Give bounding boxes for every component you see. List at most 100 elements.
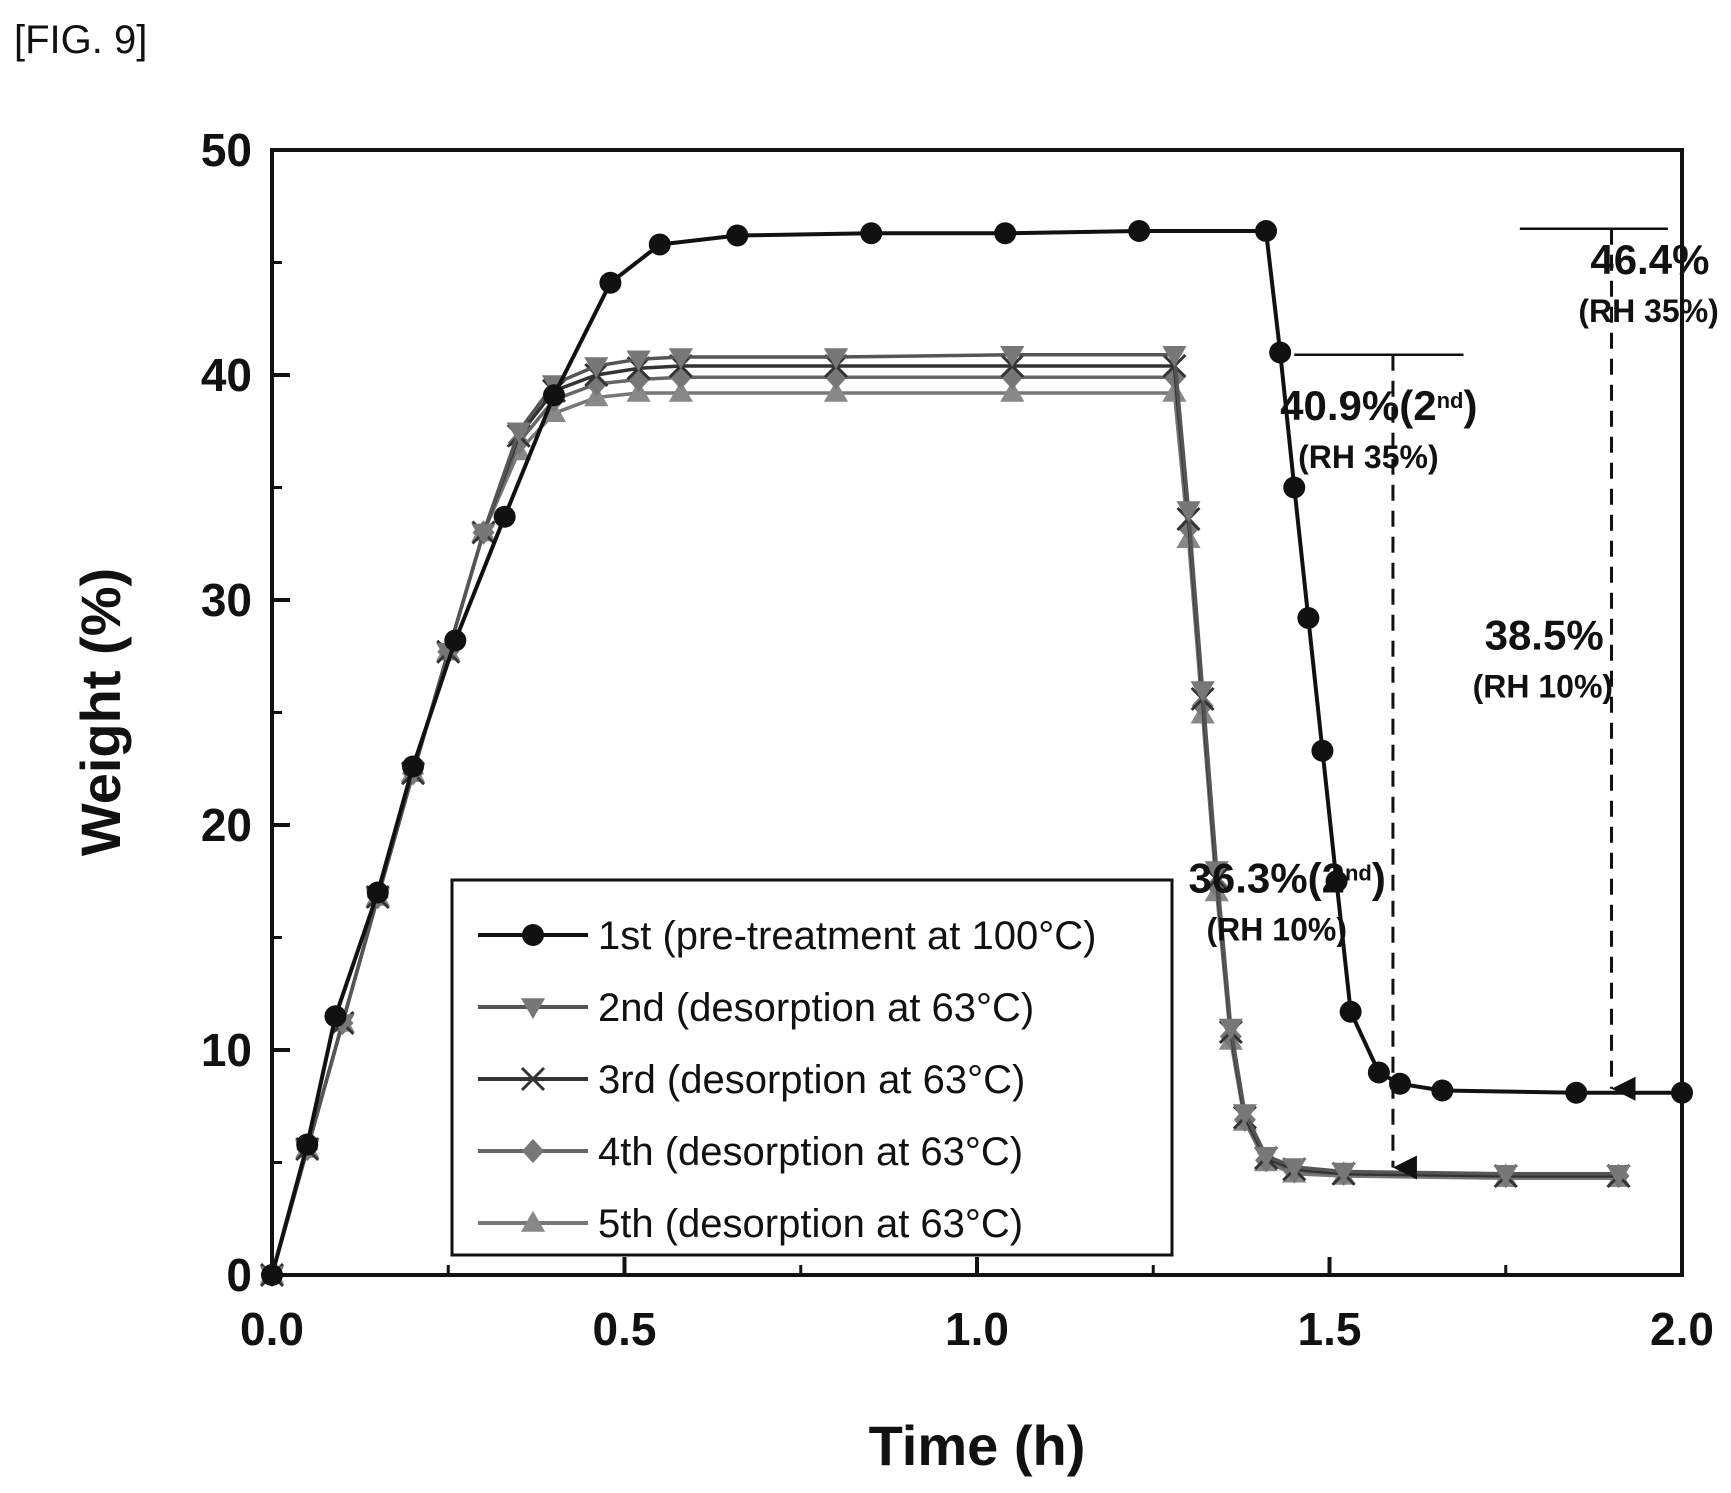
data-point	[444, 629, 467, 652]
x-axis-title: Time (h)	[869, 1414, 1086, 1477]
legend-label: 5th (desorption at 63°C)	[598, 1202, 1023, 1246]
data-point	[1311, 739, 1334, 762]
x-tick-label: 1.5	[1298, 1303, 1362, 1355]
annotation-value-text: 46.4%	[1590, 236, 1709, 283]
data-point	[584, 357, 609, 379]
annotation-3: 38.5% (RH 10%)	[1473, 612, 1613, 705]
annotation-value-text: 40.9%(2	[1280, 382, 1436, 429]
y-tick-label: 0	[226, 1249, 252, 1301]
data-point	[520, 1210, 546, 1232]
data-point	[1204, 861, 1229, 883]
series-layer	[259, 220, 1693, 1288]
annotation-1: 46.4% (RH 35%)	[1519, 227, 1719, 1101]
x-tick-label: 0.0	[240, 1303, 304, 1355]
data-point	[493, 505, 516, 528]
data-point	[1253, 1146, 1279, 1168]
legend-frame	[450, 878, 1174, 1257]
data-point	[296, 1133, 319, 1156]
data-point	[1297, 607, 1320, 629]
data-point	[599, 271, 622, 294]
y-tick-label: 10	[201, 1024, 252, 1076]
data-point	[823, 348, 849, 370]
data-point	[726, 224, 749, 247]
annotation-value-text: 36.3%(2	[1189, 855, 1345, 902]
data-point	[860, 222, 883, 245]
x-tick-label: 1.0	[945, 1303, 1009, 1355]
annotation-condition: (RH 10%)	[1473, 669, 1613, 705]
data-point	[823, 380, 849, 402]
data-point	[1606, 1164, 1631, 1186]
data-point	[994, 222, 1017, 245]
data-point	[1000, 380, 1025, 402]
data-point	[1232, 1104, 1257, 1126]
annotation-condition: (RH 10%)	[1207, 912, 1347, 948]
annotation-value: 40.9%(2nd)	[1280, 382, 1477, 429]
data-point	[1218, 1018, 1243, 1040]
annotation-value: 38.5%	[1485, 612, 1604, 659]
data-point	[648, 233, 671, 256]
legend-label: 1st (pre-treatment at 100°C)	[598, 914, 1096, 958]
data-point	[1176, 501, 1201, 523]
data-point	[626, 350, 651, 372]
series-line	[270, 229, 1682, 1276]
data-point	[520, 1066, 546, 1092]
data-point	[1493, 1164, 1518, 1186]
annotation-superscript: nd	[1437, 388, 1464, 413]
data-point	[366, 881, 389, 904]
annotation-value: 36.3%(2nd)	[1189, 855, 1386, 902]
legend-label: 3rd (desorption at 63°C)	[598, 1058, 1025, 1102]
y-tick-label: 40	[201, 349, 252, 401]
data-point	[1000, 345, 1025, 367]
annotation-value-text: 38.5%	[1485, 612, 1604, 659]
data-point	[543, 384, 565, 407]
x-tick-label: 2.0	[1650, 1303, 1714, 1355]
data-point	[1565, 1081, 1588, 1104]
data-point	[1269, 341, 1292, 364]
annotation-2: 40.9%(2nd)(RH 35%)	[1280, 353, 1477, 1180]
data-point	[1001, 365, 1024, 390]
data-point	[1339, 1000, 1362, 1023]
data-point	[1325, 870, 1348, 893]
y-tick-label: 30	[201, 574, 252, 626]
annotation-value: 46.4%	[1590, 236, 1709, 283]
data-point	[324, 1005, 347, 1028]
legend-entry-2: 2nd (desorption at 63°C)	[478, 986, 1034, 1030]
y-axis-title: Weight (%)	[69, 568, 132, 856]
y-tick-label: 50	[201, 124, 252, 176]
data-point	[520, 998, 546, 1020]
data-point	[1331, 1162, 1356, 1184]
data-point	[522, 1138, 544, 1164]
data-point	[1389, 1072, 1411, 1095]
legend-label: 2nd (desorption at 63°C)	[598, 986, 1034, 1030]
annotation-layer: 46.4%(RH 35%)40.9%(2nd)(RH 35%)38.5%(RH …	[1189, 227, 1719, 1180]
legend-entry-1: 1st (pre-treatment at 100°C)	[478, 914, 1096, 958]
data-point	[668, 380, 693, 402]
legend-entry-5: 5th (desorption at 63°C)	[478, 1202, 1023, 1246]
annotation-condition: (RH 35%)	[1578, 293, 1718, 329]
y-tick-label: 20	[201, 799, 252, 851]
legend-label: 4th (desorption at 63°C)	[598, 1130, 1023, 1174]
series-1	[261, 220, 1693, 1286]
data-point	[1128, 220, 1151, 242]
annotation-superscript: nd	[1345, 860, 1372, 885]
data-point	[471, 523, 496, 545]
annotation-4: 36.3%(2nd) (RH 10%)	[1189, 855, 1386, 948]
data-point	[506, 422, 531, 444]
legend-entry-3: 3rd (desorption at 63°C)	[478, 1058, 1025, 1102]
data-point	[668, 348, 693, 370]
x-tick-label: 0.5	[593, 1303, 657, 1355]
annotation-close: )	[1372, 855, 1386, 902]
legend: 1st (pre-treatment at 100°C) 2nd (desorpt…	[450, 878, 1174, 1257]
legend-entry-4: 4th (desorption at 63°C)	[478, 1130, 1023, 1174]
tick-layer: 0.0 0.5 1.0 1.5 2.0 0 10 20 30 40 50	[201, 124, 1714, 1355]
data-point	[1283, 476, 1306, 499]
data-point	[1162, 345, 1187, 367]
annotation-condition: (RH 35%)	[1298, 439, 1438, 475]
data-point	[522, 924, 544, 946]
data-point	[1255, 220, 1278, 242]
data-point	[1190, 681, 1215, 703]
figure-label: [FIG. 9]	[14, 18, 148, 62]
data-point	[1431, 1079, 1454, 1102]
data-point	[1367, 1061, 1390, 1084]
